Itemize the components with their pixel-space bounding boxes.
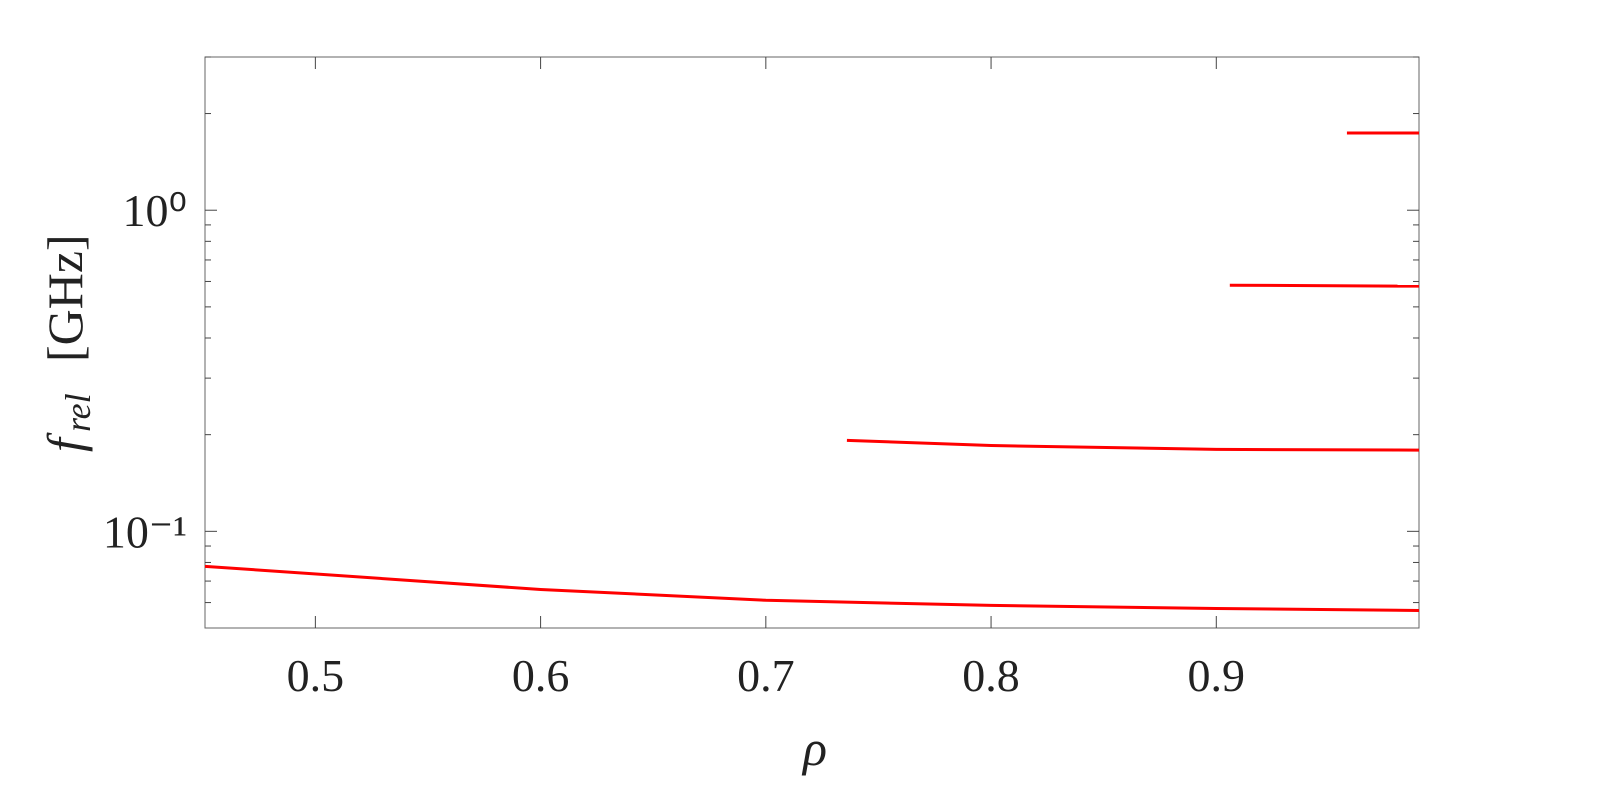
x-tick-label: 0.5	[287, 650, 345, 701]
y-label-unit: [GHz]	[37, 234, 93, 362]
y-label-main: f	[37, 432, 93, 452]
line-series	[1229, 283, 1420, 288]
x-tick-label: 0.7	[737, 650, 795, 701]
x-tick-label: 0.9	[1188, 650, 1246, 701]
x-axis-label: ρ	[801, 720, 827, 776]
line-series	[846, 438, 1420, 452]
plot-frame	[204, 56, 1420, 629]
y-axis-label: f rel [GHz]	[37, 234, 98, 452]
x-tick-label: 0.6	[512, 650, 570, 701]
y-tick-label: 10⁻¹	[103, 506, 187, 557]
x-tick-label: 0.8	[962, 650, 1020, 701]
y-tick-label: 10⁰	[123, 185, 187, 236]
line-series	[204, 564, 1420, 612]
y-label-sub: rel	[58, 393, 98, 432]
